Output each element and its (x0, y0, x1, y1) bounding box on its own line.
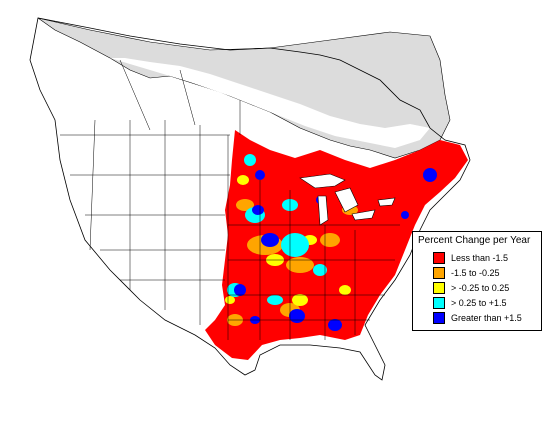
legend-swatch (433, 251, 445, 264)
legend-items: Less than -1.5 -1.5 to -0.25 > -0.25 to 0.… (418, 250, 537, 325)
legend-item: -1.5 to -0.25 (418, 265, 537, 280)
legend-swatch (433, 266, 445, 279)
boreal-white-band (110, 58, 430, 148)
legend-item: > 0.25 to +1.5 (418, 295, 537, 310)
great-lakes (299, 173, 396, 226)
map-legend: Percent Change per Year Less than -1.5 -1… (412, 231, 542, 331)
legend-label: -1.5 to -0.25 (451, 267, 500, 278)
legend-item: Greater than +1.5 (418, 310, 537, 325)
legend-item: > -0.25 to 0.25 (418, 280, 537, 295)
boundary-lines (60, 59, 400, 340)
legend-swatch (433, 281, 445, 294)
legend-swatch (433, 311, 445, 324)
blue-patches (234, 168, 437, 331)
legend-label: Greater than +1.5 (451, 312, 522, 323)
legend-swatch (433, 296, 445, 309)
legend-label: > 0.25 to +1.5 (451, 297, 507, 308)
legend-title: Percent Change per Year (418, 235, 531, 246)
legend-label: Less than -1.5 (451, 252, 509, 263)
continent-outline (29, 17, 471, 381)
legend-item: Less than -1.5 (418, 250, 537, 265)
legend-label: > -0.25 to 0.25 (451, 282, 510, 293)
